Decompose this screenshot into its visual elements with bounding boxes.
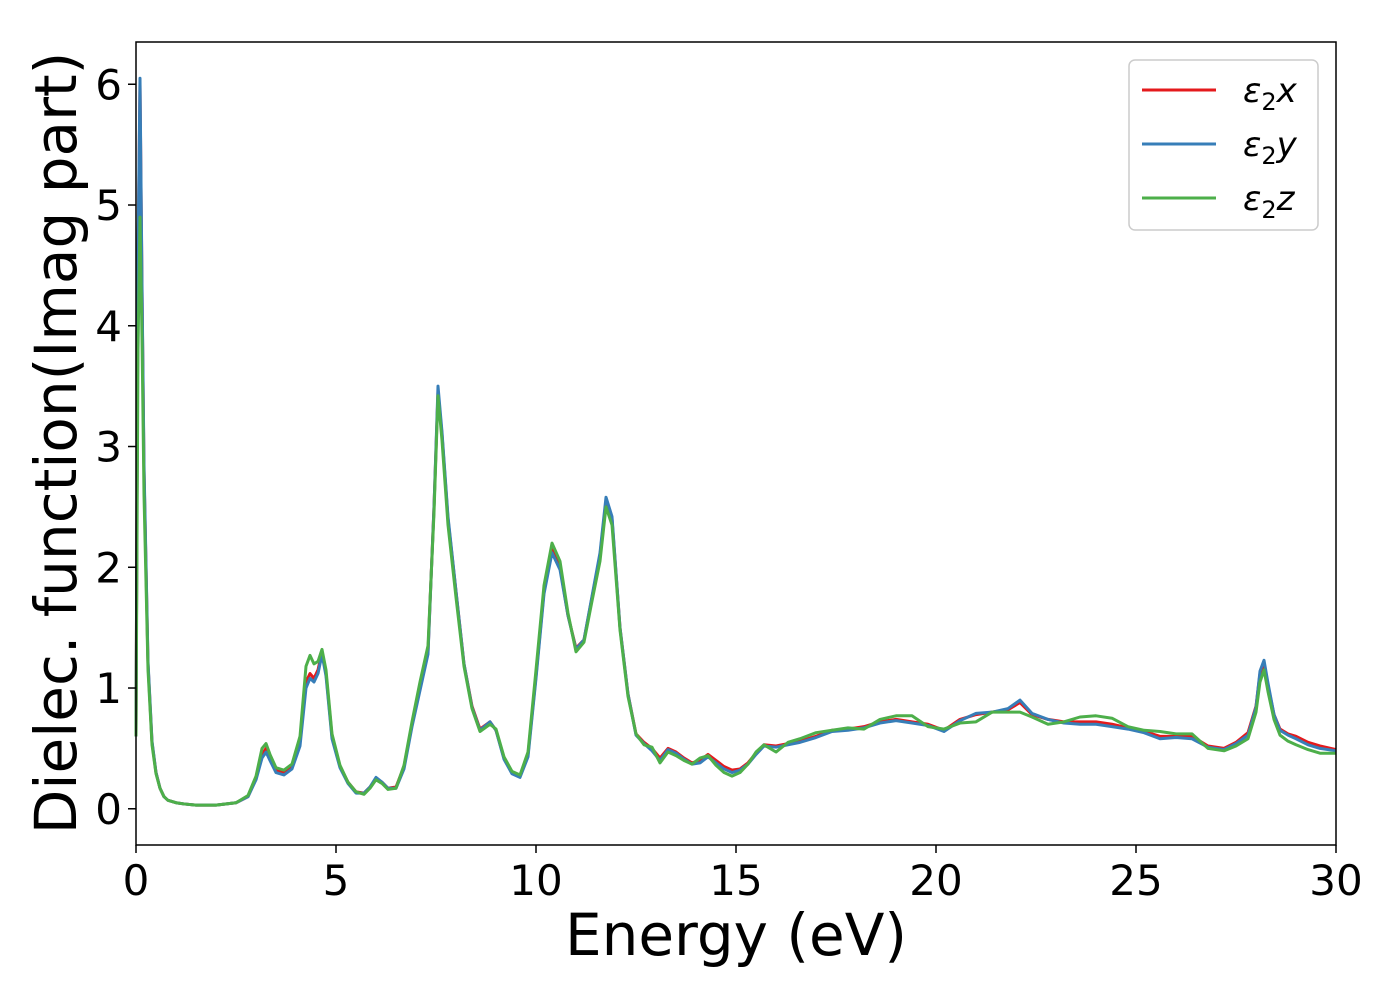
legend-label-z: ε2z [1243, 179, 1296, 224]
x-tick-label: 10 [509, 856, 562, 905]
x-tick-label: 20 [909, 856, 962, 905]
x-tick-label: 15 [709, 856, 762, 905]
y-tick-label: 0 [95, 785, 122, 834]
y-axis: 0 1 2 3 4 5 6 [95, 60, 136, 834]
legend-label-y: ε2y [1243, 125, 1298, 170]
x-tick-label: 30 [1309, 856, 1362, 905]
series-layer [134, 76, 1337, 807]
x-tick-label: 5 [323, 856, 350, 905]
y-tick-label: 1 [95, 664, 122, 713]
legend-box [1128, 59, 1319, 231]
x-tick-label: 0 [123, 856, 150, 905]
legend-label-x: ε2x [1243, 71, 1298, 116]
x-axis-title: Energy (eV) [565, 901, 907, 969]
y-tick-label: 5 [95, 181, 122, 230]
y-tick-label: 4 [95, 302, 122, 351]
y-axis-title: Dielec. function(Imag part) [22, 52, 90, 835]
y-tick-label: 2 [95, 543, 122, 592]
series-line-z [134, 215, 1336, 807]
y-tick-label: 3 [95, 423, 122, 472]
y-tick-label: 6 [95, 60, 122, 109]
legend: ε2x ε2y ε2z [1128, 59, 1319, 231]
x-axis: 0 5 10 15 20 25 30 [123, 845, 1363, 905]
x-tick-label: 25 [1109, 856, 1162, 905]
